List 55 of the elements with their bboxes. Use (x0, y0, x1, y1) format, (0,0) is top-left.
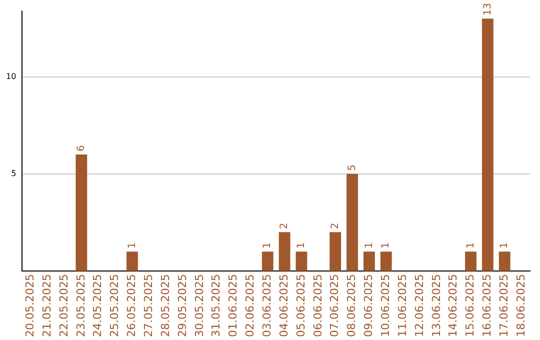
x-tick-label: 31.05.2025 (210, 274, 223, 338)
x-tick-label: 12.06.2025 (412, 274, 426, 338)
x-tick-label: 08.06.2025 (345, 274, 358, 338)
bar (482, 18, 494, 272)
x-tick-label: 02.06.2025 (244, 274, 257, 338)
y-tick-label: 10 (6, 72, 16, 81)
x-tick-label: 26.05.2025 (125, 274, 138, 338)
x-tick-label: 24.05.2025 (91, 274, 104, 338)
x-tick-label: 13.06.2025 (430, 274, 443, 338)
x-tick-label: 20.05.2025 (24, 274, 37, 338)
x-tick-label: 03.06.2025 (260, 274, 274, 338)
bar (346, 174, 358, 272)
x-tick-label: 18.06.2025 (514, 274, 528, 338)
x-tick-label: 05.06.2025 (294, 274, 308, 338)
x-tick-label: 06.06.2025 (311, 274, 324, 338)
x-tick-label: 21.05.2025 (40, 274, 54, 338)
data-label: 1 (296, 242, 308, 249)
x-tick-label: 09.06.2025 (362, 274, 376, 338)
x-tick-label: 23.05.2025 (74, 274, 88, 338)
x-tick-label: 29.05.2025 (176, 274, 189, 338)
x-tick-label: 16.06.2025 (480, 274, 494, 338)
bar (296, 252, 308, 272)
data-label: 5 (346, 164, 358, 171)
data-label: 1 (364, 242, 375, 249)
data-label: 2 (279, 222, 290, 230)
x-tick-label: 11.06.2025 (396, 274, 409, 338)
data-label: 13 (482, 2, 494, 16)
x-tick-label: 10.06.2025 (378, 274, 392, 338)
data-label: 1 (126, 242, 138, 249)
data-label: 2 (330, 222, 341, 230)
x-tick-label: 17.06.2025 (497, 274, 510, 338)
data-label: 1 (499, 242, 510, 249)
x-tick-label: 27.05.2025 (142, 274, 155, 338)
bar (330, 232, 342, 272)
x-tick-label: 25.05.2025 (108, 274, 122, 338)
bar (262, 252, 274, 272)
x-tick-label: 22.05.2025 (57, 274, 70, 338)
x-tick-label: 07.06.2025 (328, 274, 342, 338)
bar (380, 252, 392, 272)
data-label: 1 (262, 242, 274, 249)
x-tick-label: 30.05.2025 (192, 274, 206, 338)
bar (498, 252, 510, 272)
x-tick-label: 01.06.2025 (226, 274, 240, 338)
data-label: 6 (76, 145, 88, 152)
bar (363, 252, 375, 272)
data-label: 1 (465, 242, 476, 249)
bar (76, 154, 88, 272)
bar (465, 252, 476, 272)
data-label: 1 (380, 242, 392, 249)
bar (126, 252, 138, 272)
x-tick-label: 15.06.2025 (464, 274, 477, 338)
x-tick-label: 28.05.2025 (158, 274, 172, 338)
x-tick-label: 04.06.2025 (277, 274, 290, 338)
x-tick-label: 14.06.2025 (446, 274, 460, 338)
bar (278, 232, 290, 272)
